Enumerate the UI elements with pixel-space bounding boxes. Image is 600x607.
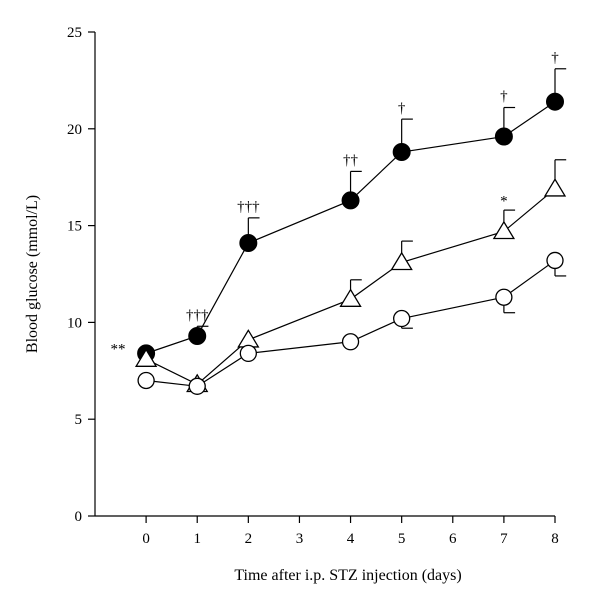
y-ticks: 0 5 10 15 20 25 bbox=[67, 25, 95, 525]
axes: 0 5 10 15 20 25 0 1 2 3 4 5 6 7 8 bbox=[67, 25, 559, 547]
y-axis-label: Blood glucose (mmol/L) bbox=[24, 195, 41, 353]
significance-marker: † bbox=[398, 100, 406, 116]
data-point bbox=[237, 329, 260, 348]
x-tick-label: 2 bbox=[245, 531, 253, 547]
significance-marker: † bbox=[500, 89, 508, 105]
significance-marker: ** bbox=[111, 341, 126, 357]
significance-marker: † bbox=[551, 50, 559, 66]
data-point bbox=[341, 333, 360, 351]
data-point bbox=[137, 371, 155, 390]
data-point bbox=[546, 92, 564, 111]
y-tick-label: 0 bbox=[75, 509, 83, 525]
x-tick-label: 6 bbox=[449, 531, 457, 547]
x-tick-label: 0 bbox=[142, 531, 150, 547]
y-tick-label: 25 bbox=[67, 25, 82, 41]
data-point bbox=[188, 326, 207, 345]
data-point bbox=[495, 288, 513, 306]
x-tick-label: 1 bbox=[193, 531, 201, 547]
data-point bbox=[339, 288, 362, 307]
data-point bbox=[134, 348, 158, 367]
x-tick-label: 7 bbox=[500, 531, 508, 547]
series-layer bbox=[134, 68, 567, 395]
data-point bbox=[392, 143, 411, 162]
y-tick-label: 20 bbox=[67, 122, 82, 138]
data-point bbox=[390, 251, 413, 271]
series-open-circle bbox=[137, 251, 567, 395]
x-tick-label: 3 bbox=[296, 531, 304, 547]
x-axis-label: Time after i.p. STZ injection (days) bbox=[234, 567, 461, 584]
significance-marker: * bbox=[500, 193, 508, 209]
data-point bbox=[239, 344, 257, 363]
data-point bbox=[188, 377, 206, 395]
significance-marker: ††† bbox=[186, 307, 209, 323]
data-point bbox=[494, 127, 513, 146]
data-point bbox=[341, 191, 360, 210]
x-ticks: 0 1 2 3 4 5 6 7 8 bbox=[142, 516, 559, 547]
data-point bbox=[393, 309, 411, 328]
annotation-layer: **†††††††††††* bbox=[111, 50, 560, 357]
data-point bbox=[546, 251, 564, 270]
significance-marker: †† bbox=[343, 153, 359, 169]
significance-marker: ††† bbox=[237, 199, 260, 215]
x-tick-label: 5 bbox=[398, 531, 406, 547]
y-tick-label: 15 bbox=[67, 219, 82, 235]
x-tick-label: 8 bbox=[551, 531, 559, 547]
data-point bbox=[543, 178, 567, 197]
y-tick-label: 5 bbox=[75, 412, 83, 428]
x-tick-label: 4 bbox=[347, 531, 355, 547]
data-point bbox=[239, 234, 258, 253]
data-point bbox=[492, 220, 516, 240]
y-tick-label: 10 bbox=[67, 315, 82, 331]
